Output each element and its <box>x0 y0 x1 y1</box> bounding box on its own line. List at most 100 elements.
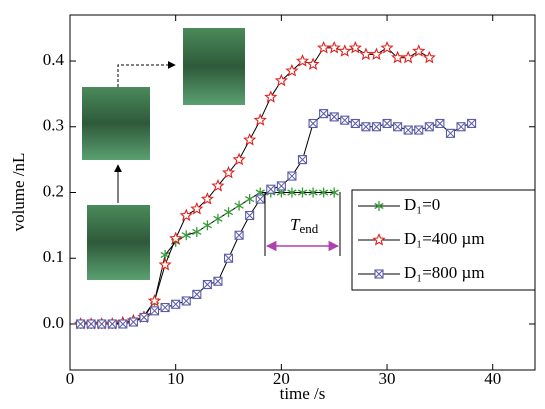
data-point <box>338 44 352 57</box>
x-tick-label: 30 <box>379 369 396 388</box>
data-point <box>139 312 149 322</box>
marker-stroke <box>319 109 328 118</box>
marker-shape <box>412 44 426 57</box>
marker-shape <box>295 54 310 67</box>
data-point <box>181 296 191 306</box>
marker-stroke <box>107 319 117 329</box>
data-point <box>128 317 138 327</box>
data-point <box>319 109 329 119</box>
data-point <box>412 44 426 57</box>
marker-shape <box>253 113 267 126</box>
data-point <box>276 181 286 191</box>
marker-stroke <box>308 119 318 128</box>
photo <box>82 87 150 160</box>
y-tick-label: 0.0 <box>43 313 64 332</box>
marker-shape <box>422 50 436 64</box>
data-point <box>234 230 244 240</box>
marker-stroke <box>287 189 297 196</box>
data-point <box>308 187 318 198</box>
data-point <box>190 201 204 215</box>
data-point <box>348 40 362 54</box>
marker-shape <box>169 231 183 245</box>
marker-stroke <box>213 276 223 286</box>
marker-stroke <box>446 128 455 138</box>
data-point <box>445 128 456 138</box>
marker-shape <box>359 47 373 61</box>
marker-shape <box>211 178 225 192</box>
data-point <box>192 289 202 299</box>
marker-shape <box>306 57 320 70</box>
marker-stroke <box>97 319 107 329</box>
data-point <box>424 122 434 132</box>
data-point <box>374 269 384 279</box>
data-point <box>149 306 160 316</box>
x-tick-label: 10 <box>167 369 184 388</box>
data-point <box>380 40 394 54</box>
marker-stroke <box>223 209 234 216</box>
marker-stroke <box>129 317 138 327</box>
marker-stroke <box>171 299 181 309</box>
marker-shape <box>243 132 257 146</box>
data-point <box>213 213 223 224</box>
data-point <box>86 319 96 329</box>
legend-label: D₁=800 µm <box>404 263 485 282</box>
photo <box>87 205 150 280</box>
marker-shape <box>372 233 386 246</box>
data-point <box>202 220 213 231</box>
data-point <box>456 122 466 132</box>
marker-stroke <box>245 211 255 220</box>
data-point <box>317 40 331 54</box>
x-tick-label: 40 <box>484 369 501 388</box>
data-point <box>361 122 371 132</box>
data-point <box>158 257 172 271</box>
marker-stroke <box>414 125 424 135</box>
data-point <box>414 125 424 135</box>
marker-shape <box>179 208 193 222</box>
x-axis-label: time /s <box>280 384 326 403</box>
marker-shape <box>264 90 278 103</box>
data-point <box>76 319 86 329</box>
marker-stroke <box>202 222 213 229</box>
data-point <box>329 187 339 198</box>
data-point <box>287 187 297 198</box>
data-point <box>340 115 350 125</box>
data-point <box>369 47 384 61</box>
marker-stroke <box>456 122 466 132</box>
data-point <box>118 319 128 329</box>
data-point <box>213 276 223 286</box>
data-point <box>169 231 183 245</box>
marker-stroke <box>181 232 191 239</box>
data-point <box>467 118 477 129</box>
data-point <box>350 118 360 129</box>
y-tick-label: 0.4 <box>43 50 65 69</box>
marker-stroke <box>374 269 384 279</box>
data-point <box>97 319 107 329</box>
data-point <box>297 187 308 198</box>
marker-stroke <box>308 189 318 196</box>
data-point <box>266 184 276 194</box>
marker-shape <box>338 44 352 57</box>
marker-stroke <box>329 112 339 122</box>
y-tick-label: 0.3 <box>43 116 64 135</box>
data-point <box>391 50 405 64</box>
data-point <box>393 122 403 132</box>
data-point <box>295 54 310 67</box>
data-point <box>160 302 170 313</box>
marker-shape <box>401 50 415 64</box>
marker-stroke <box>234 230 244 240</box>
data-point <box>318 187 329 198</box>
data-point <box>234 200 244 211</box>
marker-shape <box>158 257 172 271</box>
marker-stroke <box>255 194 265 204</box>
data-point <box>329 112 339 122</box>
x-tick-label: 20 <box>273 369 290 388</box>
marker-stroke <box>403 125 413 135</box>
data-point <box>147 294 162 307</box>
marker-stroke <box>297 189 308 196</box>
data-point <box>255 194 265 204</box>
data-point <box>297 155 308 165</box>
y-axis-label: volume /nL <box>9 153 28 232</box>
marker-stroke <box>245 196 255 203</box>
legend-label: D₁=0 <box>404 195 440 214</box>
